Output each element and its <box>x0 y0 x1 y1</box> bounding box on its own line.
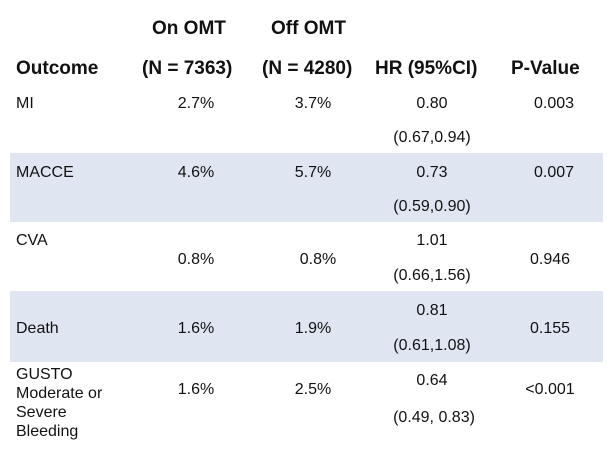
row-hr: 0.73 <box>416 164 448 181</box>
row-outcome: GUSTO Moderate or Severe Bleeding <box>16 365 146 441</box>
row-hr: 1.01 <box>416 232 448 249</box>
row-ci: (0.66,1.56) <box>393 267 471 284</box>
row-outcome: MACCE <box>16 164 74 181</box>
row-hr: 0.81 <box>416 302 448 319</box>
row-off-omt: 0.8% <box>299 251 337 268</box>
row-outcome: Death <box>16 320 59 337</box>
outcome-line: Severe <box>16 404 67 421</box>
row-on-omt: 4.6% <box>177 164 215 181</box>
row-pvalue: 0.003 <box>533 95 575 112</box>
row-ci: (0.49, 0.83) <box>393 409 475 426</box>
table-row-macce <box>10 153 603 222</box>
row-on-omt: 0.8% <box>177 251 215 268</box>
header-pvalue: P-Value <box>511 58 580 79</box>
outcome-line: GUSTO <box>16 366 73 383</box>
row-off-omt: 1.9% <box>294 320 332 337</box>
row-ci: (0.59,0.90) <box>393 198 471 215</box>
row-on-omt: 1.6% <box>177 381 215 398</box>
row-outcome: CVA <box>16 232 48 249</box>
header-off-omt-line2: (N = 4280) <box>262 58 353 79</box>
row-pvalue: <0.001 <box>525 381 575 398</box>
row-on-omt: 2.7% <box>177 95 215 112</box>
header-outcome: Outcome <box>16 58 99 79</box>
row-off-omt: 5.7% <box>294 164 332 181</box>
header-off-omt-line1: Off OMT <box>271 18 346 39</box>
row-ci: (0.61,1.08) <box>393 337 471 354</box>
outcome-line: Bleeding <box>16 423 79 440</box>
row-on-omt: 1.6% <box>177 320 215 337</box>
header-on-omt-line1: On OMT <box>152 18 226 39</box>
row-off-omt: 2.5% <box>294 381 332 398</box>
header-on-omt-line2: (N = 7363) <box>142 58 233 79</box>
row-hr: 0.64 <box>416 372 448 389</box>
table-row-death <box>10 291 603 362</box>
row-off-omt: 3.7% <box>294 95 332 112</box>
row-hr: 0.80 <box>416 95 448 112</box>
row-pvalue: 0.946 <box>529 251 571 268</box>
row-ci: (0.67,0.94) <box>393 129 471 146</box>
row-pvalue: 0.007 <box>533 164 575 181</box>
row-outcome: MI <box>16 95 34 112</box>
row-pvalue: 0.155 <box>529 320 571 337</box>
header-hr: HR (95%CI) <box>375 58 478 79</box>
outcome-line: Moderate or <box>16 385 103 402</box>
